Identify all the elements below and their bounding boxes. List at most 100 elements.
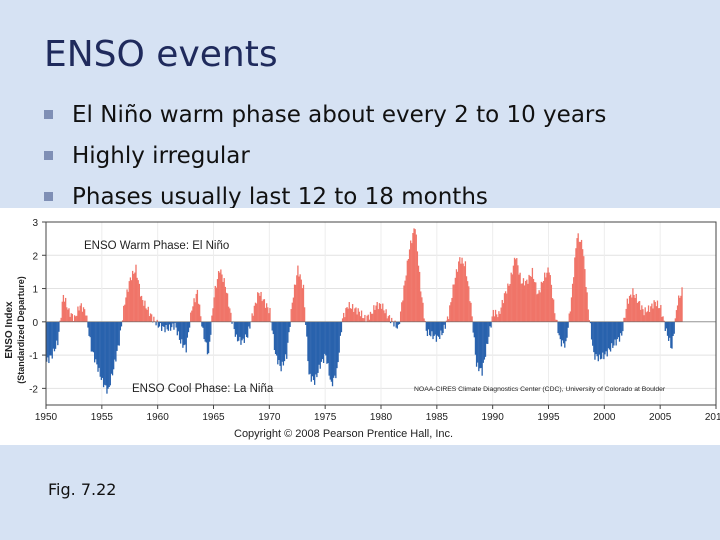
warm-phase-bar bbox=[518, 274, 520, 322]
warm-phase-bar bbox=[290, 309, 292, 322]
cool-phase-bar bbox=[240, 321, 242, 345]
warm-phase-bar bbox=[373, 305, 375, 322]
cool-phase-bar bbox=[171, 321, 173, 328]
warm-phase-bar bbox=[546, 272, 548, 322]
cool-phase-bar bbox=[564, 321, 566, 348]
cool-phase-bar bbox=[590, 321, 593, 340]
warm-phase-bar bbox=[78, 310, 80, 322]
warm-phase-bar bbox=[412, 233, 414, 322]
cool-phase-bar bbox=[47, 321, 49, 358]
cool-phase-bar bbox=[440, 321, 442, 331]
cool-phase-bar bbox=[330, 321, 333, 382]
cool-phase-bar bbox=[433, 321, 435, 336]
cool-phase-bar bbox=[311, 321, 314, 377]
x-tick-label: 1975 bbox=[314, 412, 337, 423]
warm-phase-bar bbox=[357, 308, 359, 322]
warm-phase-bar bbox=[77, 306, 79, 322]
cool-phase-bar bbox=[161, 321, 163, 331]
warm-phase-bar bbox=[660, 305, 662, 322]
warm-phase-bar bbox=[136, 277, 138, 322]
cool-phase-bar bbox=[605, 321, 607, 352]
cool-phase-bar bbox=[167, 321, 170, 331]
warm-phase-bar bbox=[528, 274, 530, 322]
warm-phase-bar bbox=[222, 281, 224, 322]
warm-phase-bar bbox=[193, 298, 195, 322]
cool-phase-bar bbox=[325, 321, 327, 356]
cool-phase-bar bbox=[91, 321, 94, 352]
cool-phase-bar bbox=[49, 321, 51, 356]
cool-phase-bar bbox=[328, 321, 330, 376]
cool-phase-bar bbox=[475, 321, 478, 367]
warm-phase-bar bbox=[127, 291, 129, 322]
warm-phase-bar bbox=[300, 279, 302, 322]
warm-phase-bar bbox=[347, 308, 349, 322]
cool-phase-bar bbox=[484, 321, 487, 357]
warm-phase-bar bbox=[530, 276, 532, 322]
warm-phase-bar bbox=[641, 305, 643, 322]
cool-phase-bar bbox=[174, 321, 176, 323]
cool-phase-bar bbox=[477, 321, 479, 363]
x-tick-label: 2005 bbox=[649, 412, 672, 423]
cool-phase-bar bbox=[57, 321, 59, 346]
warm-phase-bar bbox=[410, 240, 412, 322]
warm-phase-bar bbox=[252, 315, 254, 322]
warm-phase-bar bbox=[539, 292, 541, 322]
bullet-item: El Niño warm phase about every 2 to 10 y… bbox=[44, 94, 606, 135]
cool-phase-bar bbox=[611, 321, 613, 344]
warm-phase-bar bbox=[508, 285, 510, 322]
warm-phase-bar bbox=[569, 311, 572, 322]
warm-phase-bar bbox=[399, 311, 402, 322]
warm-phase-bar bbox=[230, 312, 232, 322]
warm-phase-bar bbox=[346, 307, 348, 322]
warm-phase-bar bbox=[445, 320, 448, 322]
warm-phase-bar bbox=[491, 316, 493, 322]
cool-phase-bar bbox=[665, 321, 668, 329]
cool-phase-bar bbox=[673, 321, 675, 334]
cool-phase-bar bbox=[479, 321, 481, 369]
cool-phase-bar bbox=[119, 321, 122, 331]
cool-phase-bar bbox=[603, 321, 605, 360]
warm-phase-bar bbox=[661, 316, 663, 322]
warm-phase-bar bbox=[195, 293, 197, 322]
warm-phase-bar bbox=[217, 271, 220, 322]
cool-phase-bar bbox=[56, 321, 58, 341]
cool-phase-bar bbox=[204, 321, 206, 342]
warm-phase-bar bbox=[375, 305, 377, 322]
warm-phase-bar bbox=[143, 305, 145, 322]
warm-phase-bar bbox=[139, 296, 142, 322]
cool-phase-bar bbox=[177, 321, 180, 332]
cool-phase-bar bbox=[114, 321, 116, 360]
warm-phase-bar bbox=[353, 311, 355, 322]
cool-phase-bar bbox=[436, 321, 439, 336]
warm-phase-bar bbox=[265, 303, 268, 322]
warm-phase-bar bbox=[676, 305, 679, 322]
warm-phase-bar bbox=[345, 308, 347, 322]
warm-phase-bar bbox=[501, 299, 503, 322]
warm-phase-bar bbox=[301, 288, 304, 322]
warm-phase-bar bbox=[72, 321, 75, 322]
cool-phase-bar bbox=[594, 321, 596, 360]
cool-phase-bar bbox=[120, 321, 123, 327]
cool-phase-bar bbox=[206, 321, 209, 355]
cool-phase-bar bbox=[164, 321, 166, 333]
warm-phase-bar bbox=[61, 301, 63, 322]
warm-phase-bar bbox=[413, 228, 415, 322]
bullet-item: Phases usually last 12 to 18 months bbox=[44, 176, 606, 217]
cool-phase-bar bbox=[443, 321, 445, 325]
cool-phase-bar bbox=[487, 321, 489, 344]
warm-phase-bar bbox=[506, 293, 508, 322]
cool-phase-bar bbox=[108, 321, 110, 388]
cool-phase-bar bbox=[435, 321, 438, 342]
cool-phase-bar bbox=[326, 321, 328, 364]
warm-phase-bar bbox=[544, 272, 546, 322]
cool-phase-bar bbox=[52, 321, 55, 349]
warm-phase-bar bbox=[377, 309, 379, 322]
cool-phase-bar bbox=[95, 321, 97, 360]
cool-phase-bar bbox=[101, 321, 104, 378]
cool-phase-bar bbox=[488, 321, 490, 337]
warm-phase-bar bbox=[588, 320, 591, 322]
warm-phase-bar bbox=[456, 271, 459, 322]
warm-phase-bar bbox=[68, 308, 70, 322]
cool-phase-bar bbox=[427, 321, 430, 330]
cool-phase-bar bbox=[51, 321, 53, 359]
